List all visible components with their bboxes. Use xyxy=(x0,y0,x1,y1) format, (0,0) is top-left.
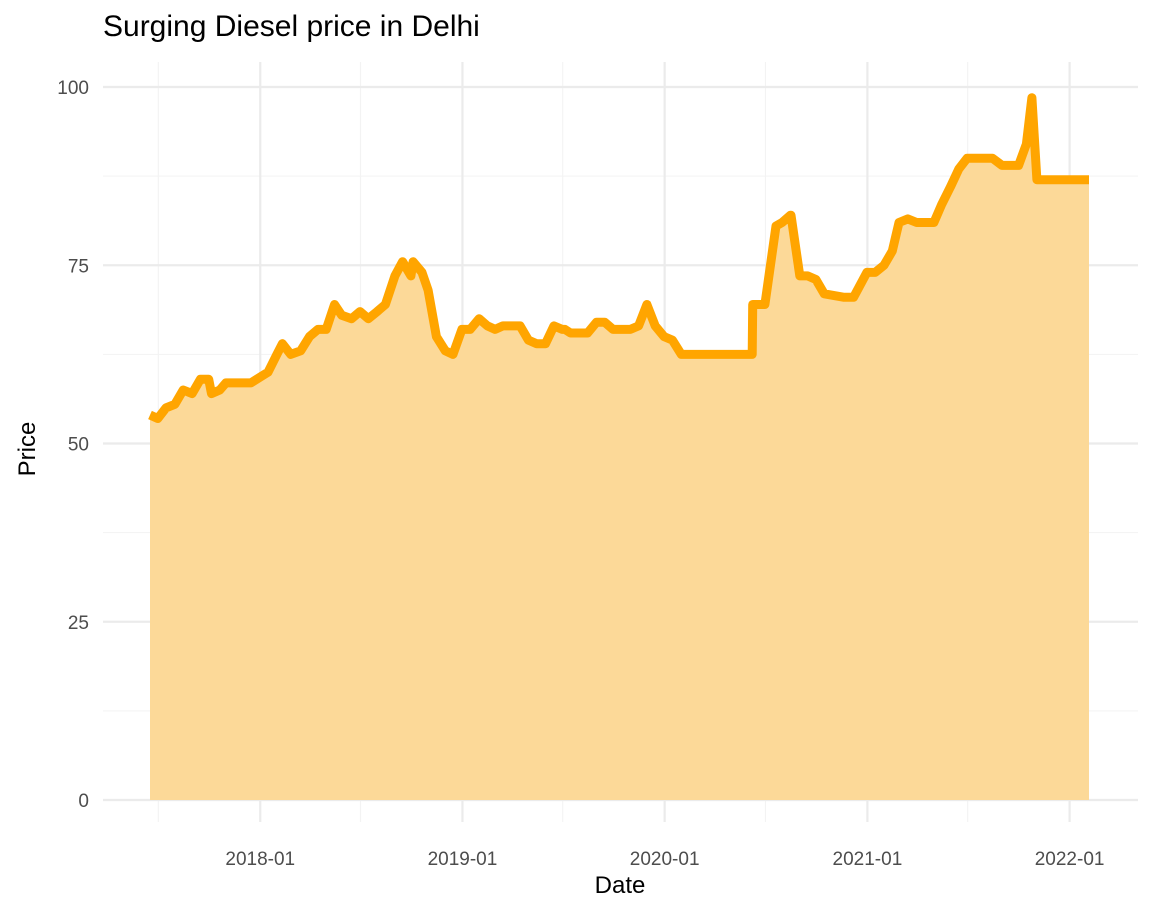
y-tick-label: 50 xyxy=(68,435,89,456)
y-axis-title: Price xyxy=(14,421,41,477)
series-line xyxy=(148,93,1089,423)
y-tick-label: 100 xyxy=(57,78,89,99)
x-tick-label: 2022-01 xyxy=(1035,849,1105,870)
x-tick-label: 2020-01 xyxy=(630,849,700,870)
x-axis-ticks: 2018-01 2019-01 2020-01 2021-01 2022-01 xyxy=(225,849,1104,870)
x-axis-title: Date xyxy=(594,872,646,899)
x-tick-label: 2018-01 xyxy=(225,849,295,870)
y-tick-label: 0 xyxy=(78,791,89,812)
chart-title: Surging Diesel price in Delhi xyxy=(103,10,480,43)
area-fill xyxy=(150,97,1089,800)
y-tick-label: 75 xyxy=(68,256,89,277)
y-axis-ticks: 0 25 50 75 100 xyxy=(57,78,89,812)
x-tick-label: 2019-01 xyxy=(428,849,498,870)
x-tick-label: 2021-01 xyxy=(833,849,903,870)
y-tick-label: 25 xyxy=(68,613,89,634)
